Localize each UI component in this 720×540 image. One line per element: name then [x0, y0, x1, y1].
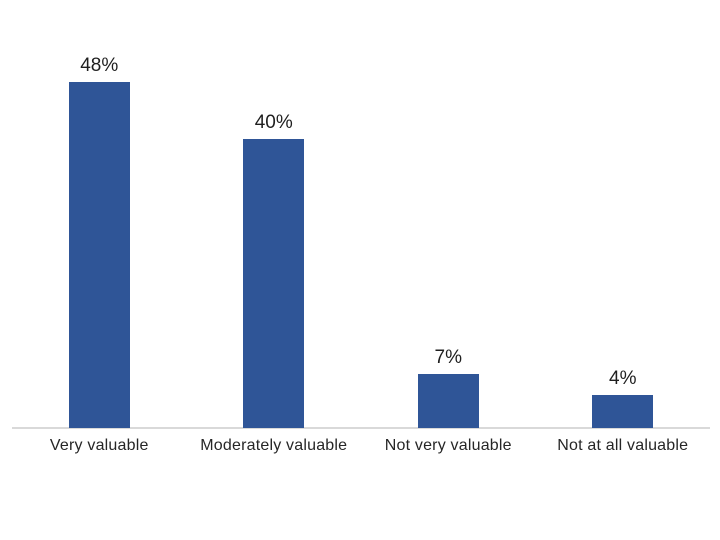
category-label: Not very valuable [384, 437, 512, 454]
bar-value-label: 40% [254, 112, 293, 133]
category-label: Not at all valuable [557, 437, 689, 454]
x-axis-line [12, 427, 710, 429]
bar-value-label: 7% [434, 347, 462, 368]
category-label: Very valuable [49, 437, 149, 454]
bar [417, 374, 479, 428]
bar-value-label: 4% [609, 368, 637, 389]
category-label: Moderately valuable [200, 437, 348, 454]
bar [243, 139, 305, 428]
bar [68, 82, 130, 428]
bar-value-label: 48% [80, 55, 119, 76]
bar [592, 395, 654, 428]
